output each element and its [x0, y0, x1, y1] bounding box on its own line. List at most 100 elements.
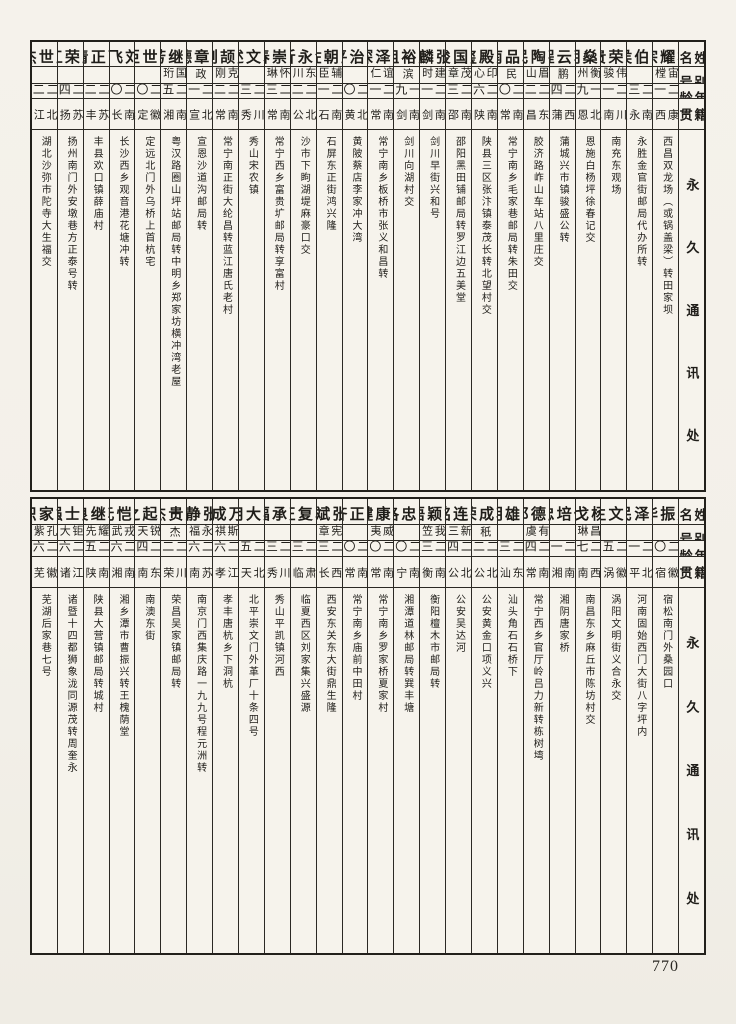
name-cell: 杨耀宗 — [653, 42, 679, 68]
address-text: 石屏东正街鸿兴隆 — [324, 136, 336, 233]
age-text: 二六 — [187, 541, 213, 558]
alias-cell — [238, 67, 264, 84]
address-cell: 蒲城兴市镇骏盛公转 — [550, 130, 575, 490]
person-column: 戴颖悟我笠二三湖南衡阳衡阳檀木市邮局转 — [419, 499, 446, 953]
age-cell: 二一 — [601, 84, 627, 100]
person-column: 王恺元戎武二六湖南湘乡湘乡潭市曹振兴转王槐荫堂 — [108, 499, 135, 953]
address-cell: 丰县欢口镇薛庙村 — [84, 130, 109, 490]
person-column: 张斌宪章二三陕西长安西安东关东大街鼎生隆 — [315, 499, 342, 953]
name-cell: 徐燊期 — [575, 42, 601, 68]
address-text: 湘乡潭市曹振兴转王槐荫堂 — [116, 594, 128, 739]
address-text: 湘潭道林邮局转巽丰塘 — [401, 594, 413, 715]
name-cell: 段品南 — [497, 42, 523, 68]
age-text: 二二 — [31, 83, 57, 100]
origin-text: 湖南常宁 — [368, 567, 394, 579]
person-column: 张麟建时二一云南剑川剑川早街兴和号 — [419, 42, 446, 490]
age-text: 二〇 — [135, 83, 161, 100]
origin-text: 陕西蒲城 — [550, 109, 575, 121]
age-cell: 二二 — [161, 541, 187, 558]
age-text: 二三 — [264, 541, 290, 558]
header-alias-text: 别号 — [679, 532, 704, 542]
address-cell: 湘阴唐家桥 — [550, 588, 575, 953]
alias-cell — [549, 525, 575, 542]
alias-text: 锐天 — [135, 524, 161, 538]
age-text: 二一 — [368, 83, 394, 100]
age-text: 二六 — [109, 541, 135, 558]
age-text: 二四 — [523, 541, 549, 558]
age-cell: 二六 — [471, 84, 497, 100]
name-text: 尤振华 — [653, 506, 678, 521]
origin-text: 湖南常宁 — [213, 109, 238, 121]
age-text: 二三 — [264, 83, 290, 100]
origin-cell: 湖北公安 — [446, 557, 471, 589]
person-column: 杨戈昌琳二七江西南昌南昌东乡麻丘市陈坊村交 — [574, 499, 601, 953]
alias-text: 威夷 — [368, 524, 394, 538]
age-cell: 二〇 — [109, 84, 135, 100]
person-column: 段文生二五安徽涡阳涡阳文明街义合永交 — [600, 499, 627, 953]
age-cell: 一九 — [575, 84, 601, 100]
name-text: 万成 — [213, 506, 238, 521]
name-cell: 崔连铭 — [446, 499, 471, 525]
name-text: 黄伯侯 — [627, 49, 652, 64]
address-text: 西昌双龙场（或锅盖梁）转田家坝 — [660, 136, 672, 317]
age-cell: 二四 — [523, 541, 549, 558]
name-text: 马复正 — [291, 506, 316, 521]
origin-cell: 北平 — [627, 557, 653, 589]
address-cell: 常宁南乡板桥市张义和昌转 — [368, 130, 393, 490]
name-cell: 周忠洛 — [394, 499, 420, 525]
age-text: 二四 — [446, 541, 471, 558]
alias-text: 斯祺 — [213, 524, 238, 538]
person-column: 崔连铭新三二四湖北公安公安吴达河 — [445, 499, 471, 953]
name-cell: 王荣江 — [57, 42, 83, 68]
person-column: 万成斯祺二六浙江孝丰孝丰唐杭乡下洞杭 — [212, 499, 238, 953]
address-cell: 剑川早街兴和号 — [420, 130, 445, 490]
name-cell: 荣泽民 — [627, 499, 653, 525]
origin-cell: 河北天津 — [238, 557, 264, 589]
alias-cell — [83, 67, 109, 84]
origin-text: 广东汕头 — [498, 567, 523, 579]
age-cell: 二三 — [264, 541, 290, 558]
person-column: 薛正清二二江苏丰县丰县欢口镇薛庙村 — [82, 42, 109, 490]
age-cell: 二五 — [83, 541, 109, 558]
alias-cell — [264, 525, 290, 542]
name-text: 张泽深 — [368, 49, 393, 64]
origin-cell: 湖北公安 — [290, 99, 316, 131]
age-cell: 二〇 — [368, 541, 394, 558]
origin-cell: 湖南常宁 — [523, 557, 549, 589]
alias-text: 谊仁 — [368, 67, 394, 81]
origin-text: 广东南澳 — [135, 567, 161, 579]
alias-text: 耀先 — [84, 524, 109, 538]
alias-cell — [627, 525, 653, 542]
name-text: 李治平 — [343, 49, 368, 64]
origin-text: 湖南常宁 — [498, 109, 523, 121]
header-name-text: 姓名 — [679, 51, 704, 64]
name-text: 王殿玺 — [472, 49, 497, 64]
header-origin-text: 籍贯 — [679, 566, 704, 580]
address-cell: 临夏西区刘家集兴盛源 — [291, 588, 316, 953]
alias-cell: 我笠 — [420, 525, 446, 542]
alias-cell: 克刚 — [213, 67, 238, 84]
name-cell: 吴起之 — [135, 499, 161, 525]
person-column: 覃章德政二一湖北宣恩宣恩沙道沟邮局转 — [186, 42, 213, 490]
address-text: 南京门西集庆路一九九号程元洲转 — [194, 594, 206, 775]
person-column: 尤振华二〇安徽宿松宿松南门外桑园口 — [652, 499, 679, 953]
alias-text: 钜大 — [58, 524, 83, 538]
person-column: 孙陶民眉山二二山东昌邑胶济路岞山车站八里庄交 — [522, 42, 549, 490]
name-cell: 韩继良 — [83, 499, 109, 525]
address-cell: 涡阳文明街义合永交 — [601, 588, 626, 953]
alias-cell: 眉山 — [523, 67, 549, 84]
name-text: 薛正清 — [84, 49, 109, 64]
age-text: 二五 — [83, 541, 109, 558]
origin-text: 陕西长安 — [317, 567, 342, 579]
origin-text: 河南陕县 — [84, 567, 109, 579]
origin-text: 浙江诸暨 — [58, 567, 83, 579]
name-cell: 李治平 — [342, 42, 368, 68]
address-cell: 扬州南门外安墩巷方正泰号转 — [58, 130, 83, 490]
address-text: 常宁南乡板桥市张义和昌转 — [375, 136, 387, 281]
address-cell: 诸暨十四都狮象泷同源茂转周奎永 — [58, 588, 83, 953]
age-text: 二六 — [57, 541, 83, 558]
person-column: 周士强钜大二六浙江诸暨诸暨十四都狮象泷同源茂转周奎永 — [56, 499, 83, 953]
alias-cell: 印心 — [471, 67, 497, 84]
age-text: 二三 — [446, 83, 471, 100]
address-cell: 石屏东正街鸿兴隆 — [317, 130, 342, 490]
